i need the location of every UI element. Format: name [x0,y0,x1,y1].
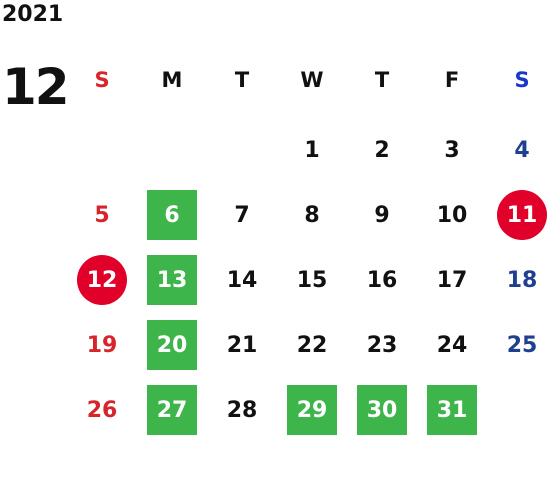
day-cell-11[interactable]: 11 [497,190,547,240]
weekday-header-thursday: T [374,68,390,92]
month-number: 12 [2,58,70,116]
weekday-header-tuesday: T [234,68,250,92]
day-cell-9[interactable]: 9 [374,202,390,228]
day-cell-26[interactable]: 26 [86,397,118,423]
day-cell-28[interactable]: 28 [226,397,258,423]
day-cell-2[interactable]: 2 [374,137,390,163]
day-cell-30[interactable]: 30 [357,385,407,435]
day-cell-21[interactable]: 21 [226,332,258,358]
day-cell-19[interactable]: 19 [86,332,118,358]
day-cell-4[interactable]: 4 [514,137,530,163]
day-cell-23[interactable]: 23 [366,332,398,358]
day-cell-10[interactable]: 10 [436,202,468,228]
day-cell-20[interactable]: 20 [147,320,197,370]
weekday-header-friday: F [444,68,460,92]
day-cell-17[interactable]: 17 [436,267,468,293]
day-cell-24[interactable]: 24 [436,332,468,358]
day-cell-5[interactable]: 5 [94,202,110,228]
day-cell-22[interactable]: 22 [296,332,328,358]
weekday-header-saturday: S [514,68,530,92]
day-cell-25[interactable]: 25 [506,332,538,358]
day-cell-27[interactable]: 27 [147,385,197,435]
day-cell-31[interactable]: 31 [427,385,477,435]
day-cell-15[interactable]: 15 [296,267,328,293]
day-cell-3[interactable]: 3 [444,137,460,163]
day-cell-7[interactable]: 7 [234,202,250,228]
weekday-header-sunday: S [94,68,110,92]
year-label: 2021 [2,2,64,27]
day-cell-13[interactable]: 13 [147,255,197,305]
weekday-header-wednesday: W [300,68,324,92]
weekday-header-monday: M [161,68,183,92]
day-cell-12[interactable]: 12 [77,255,127,305]
day-cell-16[interactable]: 16 [366,267,398,293]
day-cell-18[interactable]: 18 [506,267,538,293]
day-cell-1[interactable]: 1 [304,137,320,163]
day-cell-29[interactable]: 29 [287,385,337,435]
day-cell-6[interactable]: 6 [147,190,197,240]
day-cell-8[interactable]: 8 [304,202,320,228]
day-cell-14[interactable]: 14 [226,267,258,293]
